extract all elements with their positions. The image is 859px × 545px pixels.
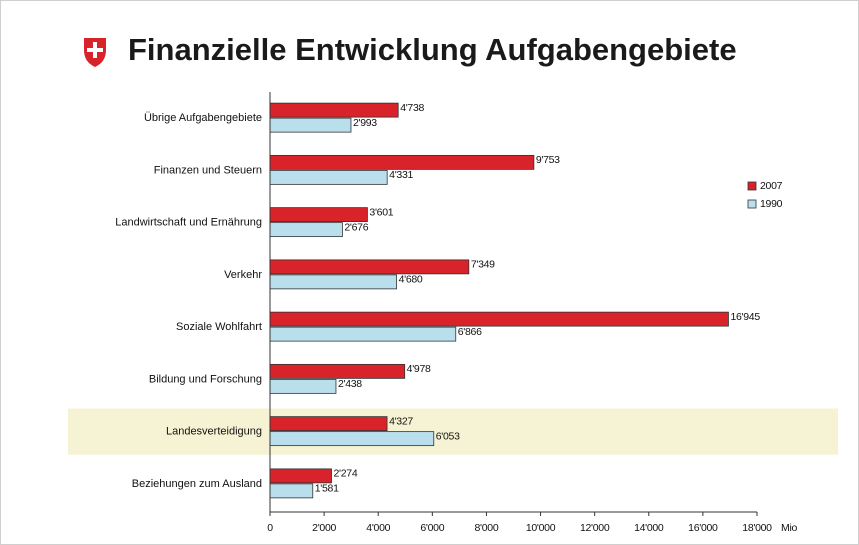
bar — [269, 222, 343, 238]
bar — [269, 274, 398, 290]
value-label: 4'738 — [400, 102, 424, 114]
category-label: Landwirtschaft und Ernährung — [115, 217, 262, 229]
bar — [269, 468, 332, 484]
value-label: 1'581 — [315, 483, 339, 495]
value-label: 2'274 — [334, 468, 358, 480]
bar — [269, 363, 406, 379]
value-label: 9'753 — [536, 154, 560, 166]
value-label: 6'866 — [458, 326, 482, 338]
x-tick-label: 6'000 — [420, 522, 444, 534]
x-tick-label: 4'000 — [366, 522, 390, 534]
value-label: 6'053 — [436, 430, 460, 442]
category-label: Beziehungen zum Ausland — [132, 478, 262, 490]
value-label: 4'327 — [389, 415, 413, 427]
value-label: 16'945 — [730, 311, 760, 323]
legend-label: 2007 — [760, 180, 783, 192]
x-tick-label: 14'000 — [634, 522, 664, 534]
x-unit: Mio — [781, 522, 797, 534]
value-label: 2'676 — [344, 221, 368, 233]
value-label: 3'601 — [369, 206, 393, 218]
x-tick-label: 16'000 — [688, 522, 718, 534]
value-label: 4'680 — [399, 274, 423, 286]
category-label: Übrige Aufgabengebiete — [144, 112, 262, 124]
value-label: 4'978 — [407, 363, 431, 375]
x-tick-label: 0 — [267, 522, 273, 534]
value-label: 2'438 — [338, 378, 362, 390]
category-label: Soziale Wohlfahrt — [176, 321, 262, 333]
x-tick-label: 2'000 — [312, 522, 336, 534]
x-tick-label: 8'000 — [475, 522, 499, 534]
bar — [269, 326, 457, 342]
bar — [269, 259, 470, 275]
swiss-shield — [84, 38, 106, 67]
bar — [269, 207, 368, 223]
category-label: Verkehr — [224, 269, 262, 281]
bar — [269, 311, 729, 327]
bar — [269, 102, 399, 118]
bar — [269, 378, 337, 394]
x-tick-label: 12'000 — [580, 522, 610, 534]
value-label: 7'349 — [471, 259, 495, 271]
bar — [269, 117, 352, 133]
value-label: 2'993 — [353, 117, 377, 129]
bar — [269, 431, 435, 447]
value-label: 4'331 — [389, 169, 413, 181]
category-label: Finanzen und Steuern — [154, 164, 262, 176]
highlight-band — [68, 408, 838, 455]
category-label: Bildung und Forschung — [149, 373, 262, 385]
bar — [269, 154, 535, 170]
bar — [269, 169, 388, 185]
category-label: Landesverteidigung — [166, 426, 262, 438]
legend-label: 1990 — [760, 198, 783, 210]
x-tick-label: 10'000 — [526, 522, 556, 534]
x-tick-label: 18'000 — [742, 522, 772, 534]
legend-swatch — [747, 199, 757, 209]
bar — [269, 416, 388, 432]
bar — [269, 483, 314, 499]
legend-swatch — [747, 181, 757, 191]
chart-title: Finanzielle Entwicklung Aufgabengebiete — [128, 32, 737, 67]
